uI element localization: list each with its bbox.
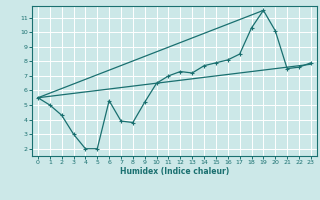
- X-axis label: Humidex (Indice chaleur): Humidex (Indice chaleur): [120, 167, 229, 176]
